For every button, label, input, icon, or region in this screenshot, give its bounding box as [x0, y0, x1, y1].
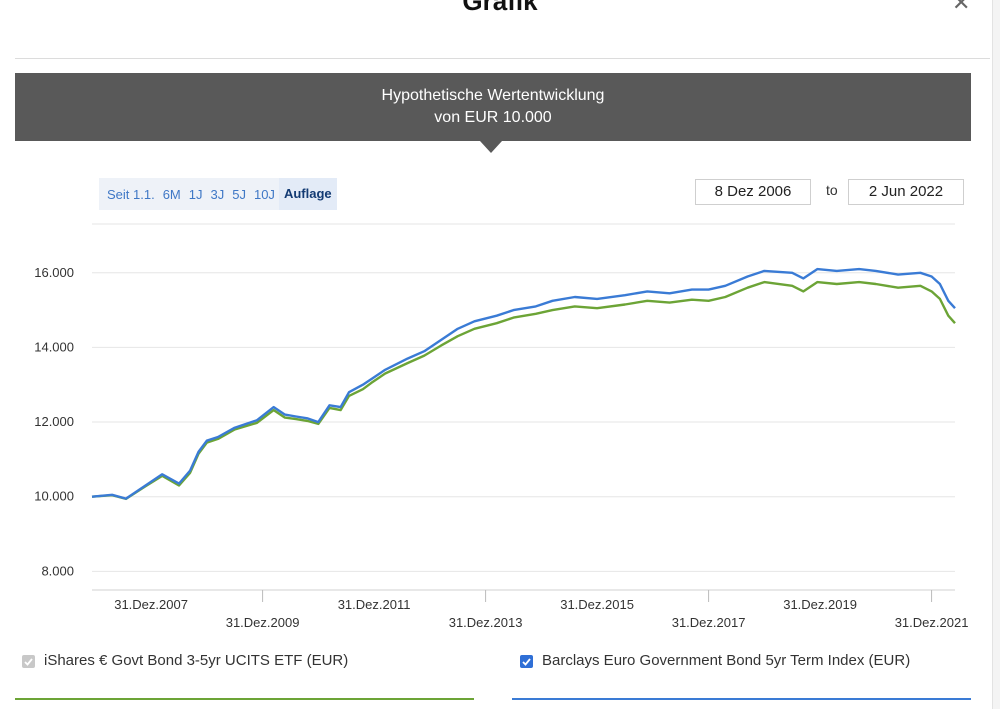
legend-label-index: Barclays Euro Government Bond 5yr Term I… [542, 652, 911, 669]
series-line-etf [91, 280, 956, 501]
performance-chart[interactable]: 8.000 10.000 12.000 14.000 16.000 31.Dez.2007… [0, 210, 1000, 640]
chart-banner: Hypothetische Wertentwicklung von EUR 10… [15, 73, 971, 141]
banner-line-2: von EUR 10.000 [434, 109, 552, 126]
check-icon [522, 658, 531, 666]
y-tick-label: 8.000 [41, 563, 74, 578]
x-tick-label: 31.Dez.2017 [672, 615, 746, 630]
y-tick-label: 14.000 [34, 339, 74, 354]
y-tick-label: 16.000 [34, 265, 74, 280]
y-tick-label: 10.000 [34, 489, 74, 504]
y-tick-label: 12.000 [34, 414, 74, 429]
scrollbar[interactable] [992, 0, 1000, 709]
close-icon[interactable]: ✕ [952, 0, 971, 15]
range-button-ytd[interactable]: Seit 1.1. [107, 186, 155, 202]
x-tick-label: 31.Dez.2021 [895, 615, 969, 630]
range-button-6m[interactable]: 6M [162, 186, 181, 202]
checkbox-etf[interactable] [22, 655, 35, 668]
header-divider [15, 58, 990, 59]
modal-title: Grafik [462, 0, 538, 16]
range-button-3y[interactable]: 3J [210, 186, 225, 202]
legend-underline-etf [15, 698, 474, 700]
x-tick-label: 31.Dez.2009 [226, 615, 300, 630]
range-button-inception[interactable]: Auflage [278, 178, 337, 210]
series-line-index [91, 267, 956, 500]
banner-line-1: Hypothetische Wertentwicklung [381, 87, 605, 104]
x-tick-label: 31.Dez.2007 [114, 597, 188, 612]
x-tick-label: 31.Dez.2011 [338, 597, 411, 612]
range-button-10y[interactable]: 10J [253, 186, 275, 202]
banner-arrow [480, 141, 502, 153]
x-tick-label: 31.Dez.2015 [560, 597, 634, 612]
date-separator: to [826, 182, 838, 198]
legend-label-etf: iShares € Govt Bond 3-5yr UCITS ETF (EUR… [44, 652, 349, 669]
checkbox-index[interactable] [520, 655, 533, 668]
range-selector: Seit 1.1. 6M 1J 3J 5J 10J Auflage [99, 178, 337, 210]
range-button-1y[interactable]: 1J [188, 186, 203, 202]
date-to-input[interactable]: 2 Jun 2022 [848, 179, 964, 205]
x-tick-label: 31.Dez.2013 [449, 615, 523, 630]
check-icon [24, 658, 33, 666]
legend-item-etf[interactable]: iShares € Govt Bond 3-5yr UCITS ETF (EUR… [22, 652, 348, 670]
legend-item-index[interactable]: Barclays Euro Government Bond 5yr Term I… [520, 652, 950, 670]
x-tick-label: 31.Dez.2019 [783, 597, 857, 612]
date-from-input[interactable]: 8 Dez 2006 [695, 179, 811, 205]
legend-underline-index [512, 698, 971, 700]
range-button-5y[interactable]: 5J [232, 186, 246, 202]
